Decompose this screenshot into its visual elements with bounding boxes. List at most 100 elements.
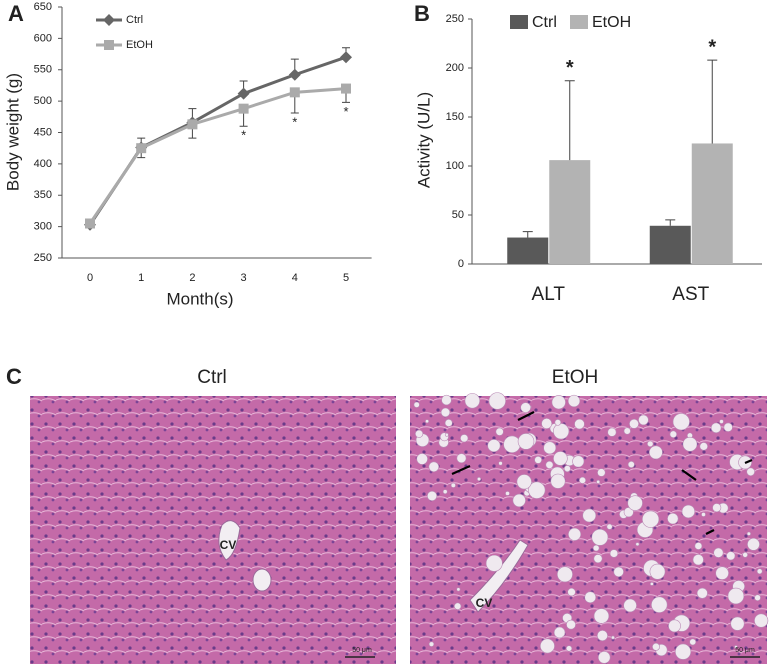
vacuole (746, 467, 755, 477)
legend-label: EtOH (126, 39, 153, 51)
vacuole (613, 566, 624, 578)
vacuole (651, 596, 668, 613)
bar (691, 143, 733, 264)
bar (649, 225, 691, 264)
vacuole (627, 461, 635, 468)
vacuole (574, 418, 585, 430)
vacuole (689, 638, 697, 646)
vacuole (554, 419, 562, 426)
vein-label: CV (476, 596, 493, 610)
point (289, 87, 300, 98)
vacuole (568, 527, 582, 541)
micrograph-title: Ctrl (197, 367, 227, 388)
vacuole (623, 427, 631, 435)
point (237, 87, 250, 100)
micrograph (30, 396, 396, 664)
vacuole (727, 587, 745, 605)
vacuole (627, 495, 643, 511)
vacuole (596, 630, 608, 642)
vacuole (416, 453, 428, 465)
vacuole (567, 587, 576, 597)
vacuole (551, 395, 566, 410)
vacuole (672, 413, 690, 431)
y-tick-label: 600 (34, 32, 52, 44)
legend-label: EtOH (592, 14, 631, 31)
vacuole (512, 493, 526, 508)
vacuole (593, 608, 610, 624)
vacuole (426, 490, 438, 502)
vacuole (520, 402, 531, 413)
bar (549, 160, 591, 264)
vacuole (485, 554, 503, 572)
vacuole (517, 433, 535, 450)
series-line (88, 87, 347, 225)
y-tick-label: 250 (446, 13, 464, 25)
legend-marker (104, 40, 114, 50)
annotation: * (343, 104, 348, 119)
vacuole (699, 442, 708, 451)
vacuole (649, 563, 666, 580)
arrow (517, 411, 535, 421)
point (238, 103, 249, 114)
y-tick-label: 250 (34, 252, 52, 264)
x-tick-label: 0 (87, 272, 93, 284)
error-bar (564, 80, 575, 161)
vacuole (460, 434, 469, 443)
vacuole (694, 542, 703, 550)
y-tick-label: 150 (446, 111, 464, 123)
vacuole (505, 491, 510, 496)
x-tick-label: 1 (138, 272, 144, 284)
vacuole (553, 423, 570, 440)
vein-label: CV (220, 538, 237, 552)
y-axis-label: Activity (U/L) (414, 92, 433, 188)
y-tick-label: 500 (34, 95, 52, 107)
vacuole (425, 419, 430, 424)
series-line (88, 55, 347, 226)
vacuole (648, 445, 663, 460)
vacuole (730, 616, 745, 631)
error-bar (522, 231, 533, 238)
vacuole (713, 547, 724, 558)
point (341, 83, 351, 94)
vacuole (747, 537, 760, 551)
vacuole (754, 594, 761, 601)
vacuole (681, 504, 696, 519)
vacuole (553, 451, 568, 466)
vacuole (428, 641, 435, 647)
vacuole (572, 455, 585, 468)
arrow (705, 529, 715, 535)
panel-label: B (414, 1, 430, 26)
micrograph-title: EtOH (552, 367, 598, 388)
micrograph (410, 392, 769, 664)
vacuole (566, 619, 576, 630)
vacuole (534, 456, 542, 464)
vacuole (715, 566, 729, 580)
vacuole (669, 430, 678, 438)
point (288, 68, 301, 81)
y-tick-label: 0 (458, 258, 464, 270)
vacuole (541, 418, 553, 429)
scale-bar-label: 50 μm (735, 647, 755, 654)
point (340, 51, 352, 64)
vacuole (649, 581, 654, 586)
vacuole (456, 453, 467, 464)
annotation: * (292, 114, 297, 129)
vacuole (428, 461, 440, 473)
vacuole (553, 626, 566, 639)
vacuole (498, 461, 503, 466)
vacuole (607, 427, 617, 437)
vacuole (623, 598, 637, 613)
vacuole (701, 512, 706, 517)
y-tick-label: 100 (446, 160, 464, 172)
vacuole (516, 474, 532, 490)
vacuole (719, 419, 724, 424)
vacuole (550, 473, 566, 489)
vacuole (441, 394, 452, 406)
vacuole (712, 503, 722, 513)
vacuole (692, 554, 704, 566)
vacuole (545, 460, 554, 469)
vacuole (606, 523, 613, 530)
vacuole (593, 554, 603, 564)
vacuole (454, 602, 462, 610)
vacuole (642, 510, 660, 528)
